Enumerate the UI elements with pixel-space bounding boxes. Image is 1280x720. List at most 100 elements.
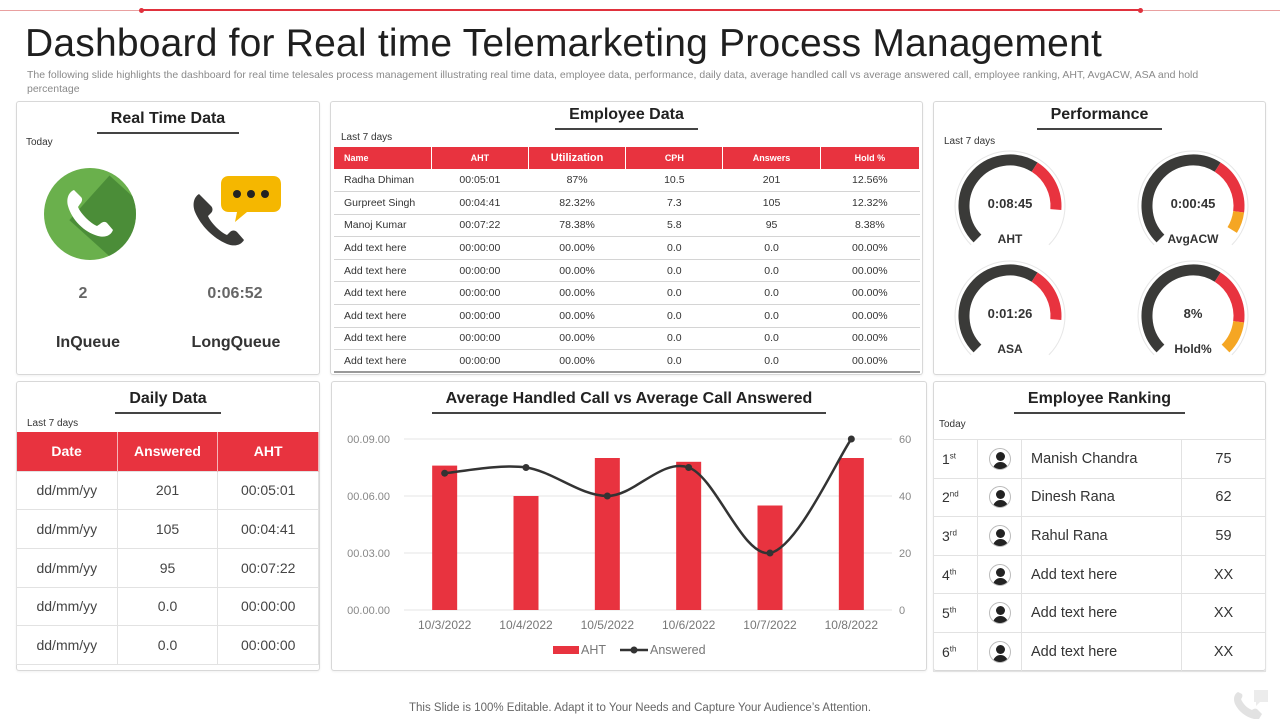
table-cell: 00:07:22 bbox=[431, 214, 529, 238]
table-cell: 00:04:41 bbox=[217, 509, 319, 549]
table-cell: 00:00:00 bbox=[217, 625, 319, 665]
table-cell: 0.0 bbox=[625, 281, 723, 306]
table-cell: dd/mm/yy bbox=[16, 625, 118, 665]
col-header[interactable]: Answered bbox=[117, 432, 219, 471]
bar bbox=[757, 505, 783, 610]
table-header-row: Name AHT Utilization CPH Answers Hold % bbox=[334, 147, 921, 169]
gauge-dial bbox=[1137, 260, 1249, 356]
page-title: Dashboard for Real time Telemarketing Pr… bbox=[25, 22, 1102, 65]
rank-position: 2nd bbox=[933, 477, 978, 518]
y-tick-left: 00.09.00 bbox=[347, 434, 390, 446]
table-cell: 00:04:41 bbox=[431, 191, 529, 215]
handled-vs-answered-chart-panel: Average Handled Call vs Average Call Ans… bbox=[331, 381, 927, 671]
gauge-red-arc bbox=[1214, 272, 1245, 323]
employee-name: Manish Chandra bbox=[1021, 439, 1182, 479]
employee-score: XX bbox=[1181, 554, 1266, 595]
table-cell: dd/mm/yy bbox=[16, 586, 118, 627]
period-label: Today bbox=[939, 419, 966, 430]
answered-point bbox=[766, 549, 774, 557]
table-cell: 201 bbox=[722, 169, 821, 193]
col-header[interactable]: Date bbox=[16, 432, 118, 471]
employee-data-panel: Employee Data Last 7 days Name AHT Utili… bbox=[330, 101, 923, 375]
ranking-table-body: 1st Manish Chandra 75 2nd Dinesh Rana 62 3rd Ra… bbox=[933, 439, 1266, 672]
avatar-cell bbox=[977, 554, 1022, 595]
table-cell: Manoj Kumar bbox=[334, 214, 432, 238]
panel-title: Daily Data bbox=[115, 390, 221, 414]
rank-position: 1st bbox=[933, 439, 978, 479]
table-row: dd/mm/yy 95 00:07:22 bbox=[16, 547, 319, 588]
y-tick-right: 40 bbox=[899, 491, 911, 503]
gauge-red-arc bbox=[1031, 162, 1062, 211]
employee-score: XX bbox=[1181, 631, 1266, 672]
daily-data-table: Date Answered AHT dd/mm/yy 201 00:05:01 dd/… bbox=[16, 432, 319, 665]
answered-point bbox=[522, 464, 530, 471]
user-avatar-icon bbox=[988, 486, 1011, 509]
table-cell: 00.00% bbox=[528, 259, 626, 283]
col-header[interactable]: AHT bbox=[431, 147, 529, 169]
employee-table-body: Radha Dhiman 00:05:01 87% 10.5 201 12.56% Gurp… bbox=[334, 169, 920, 374]
employee-name: Rahul Rana bbox=[1021, 516, 1182, 556]
table-row: Add text here 00:00:00 00.00% 0.0 0.0 00.00% bbox=[334, 349, 920, 374]
employee-name: Add text here bbox=[1021, 631, 1182, 672]
table-row: Add text here 00:00:00 00.00% 0.0 0.0 00.00% bbox=[334, 236, 920, 260]
rank-position: 6th bbox=[933, 631, 978, 672]
combo-chart: 00.00.00 00.03.00 00.06.00 00.09.00 0 20 40 60 1… bbox=[347, 434, 911, 657]
longqueue-value: 0:06:52 bbox=[207, 285, 263, 302]
table-cell: 00:05:01 bbox=[431, 169, 529, 193]
col-header[interactable]: Utilization bbox=[528, 147, 627, 169]
gauge-base-arc bbox=[1141, 264, 1221, 353]
table-cell: 00.00% bbox=[528, 304, 626, 328]
table-cell: 00:07:22 bbox=[217, 547, 319, 588]
col-header[interactable]: CPH bbox=[625, 147, 724, 169]
table-cell: 0.0 bbox=[625, 327, 723, 351]
gauge-label: AHT bbox=[997, 232, 1023, 246]
table-cell: 0.0 bbox=[722, 304, 821, 328]
y-tick-right: 60 bbox=[899, 434, 911, 446]
rank-position: 5th bbox=[933, 593, 978, 633]
period-label: Last 7 days bbox=[341, 132, 393, 143]
table-cell: 0.0 bbox=[625, 304, 723, 328]
col-header[interactable]: Name bbox=[334, 147, 432, 169]
rank-suffix: th bbox=[949, 644, 957, 654]
gauge-value: 0:01:26 bbox=[987, 306, 1033, 321]
table-cell: dd/mm/yy bbox=[16, 547, 118, 588]
longqueue-label: LongQueue bbox=[191, 334, 281, 351]
gauge-value: 0:08:45 bbox=[987, 196, 1033, 211]
x-tick-label: 10/4/2022 bbox=[499, 618, 553, 632]
col-header[interactable]: AHT bbox=[217, 432, 319, 471]
table-cell: Add text here bbox=[334, 349, 432, 374]
avatar-cell bbox=[977, 516, 1022, 556]
rank-suffix: th bbox=[949, 605, 957, 615]
employee-name: Add text here bbox=[1021, 593, 1182, 633]
user-avatar-icon bbox=[988, 563, 1011, 586]
daily-data-panel: Daily Data Last 7 days Date Answered AHT… bbox=[16, 381, 320, 671]
table-cell: 0.0 bbox=[722, 349, 821, 374]
legend-label-aht: AHT bbox=[581, 643, 606, 657]
user-avatar-icon bbox=[988, 640, 1011, 663]
user-avatar-icon bbox=[988, 524, 1011, 547]
gauge-base-arc bbox=[958, 264, 1038, 353]
avatar-cell bbox=[977, 631, 1022, 672]
rank-suffix: st bbox=[949, 451, 957, 461]
x-tick-label: 10/5/2022 bbox=[581, 618, 635, 632]
rank-number: 5 bbox=[942, 605, 950, 622]
ranking-row: 6th Add text here XX bbox=[933, 631, 1266, 672]
panel-title: Real Time Data bbox=[96, 110, 240, 134]
employee-ranking-panel: Employee Ranking Today 1st Manish Chandra… bbox=[933, 381, 1266, 672]
table-cell: 00:00:00 bbox=[431, 259, 529, 283]
table-cell: 12.32% bbox=[820, 191, 920, 215]
table-cell: 105 bbox=[722, 191, 821, 215]
avatar-cell bbox=[977, 439, 1022, 479]
table-cell: 00.00% bbox=[820, 236, 920, 260]
table-cell: dd/mm/yy bbox=[16, 470, 118, 511]
rank-number: 3 bbox=[942, 527, 950, 544]
gauge-label: Hold% bbox=[1174, 342, 1212, 356]
table-cell: 105 bbox=[116, 509, 219, 549]
col-header[interactable]: Hold % bbox=[820, 147, 921, 169]
answered-point bbox=[441, 469, 449, 477]
table-cell: 00.00% bbox=[820, 349, 920, 374]
table-row: Manoj Kumar 00:07:22 78.38% 5.8 95 8.38% bbox=[334, 214, 920, 238]
rank-number: 1 bbox=[942, 450, 950, 467]
col-header[interactable]: Answers bbox=[722, 147, 821, 169]
table-cell: 0.0 bbox=[625, 259, 723, 283]
